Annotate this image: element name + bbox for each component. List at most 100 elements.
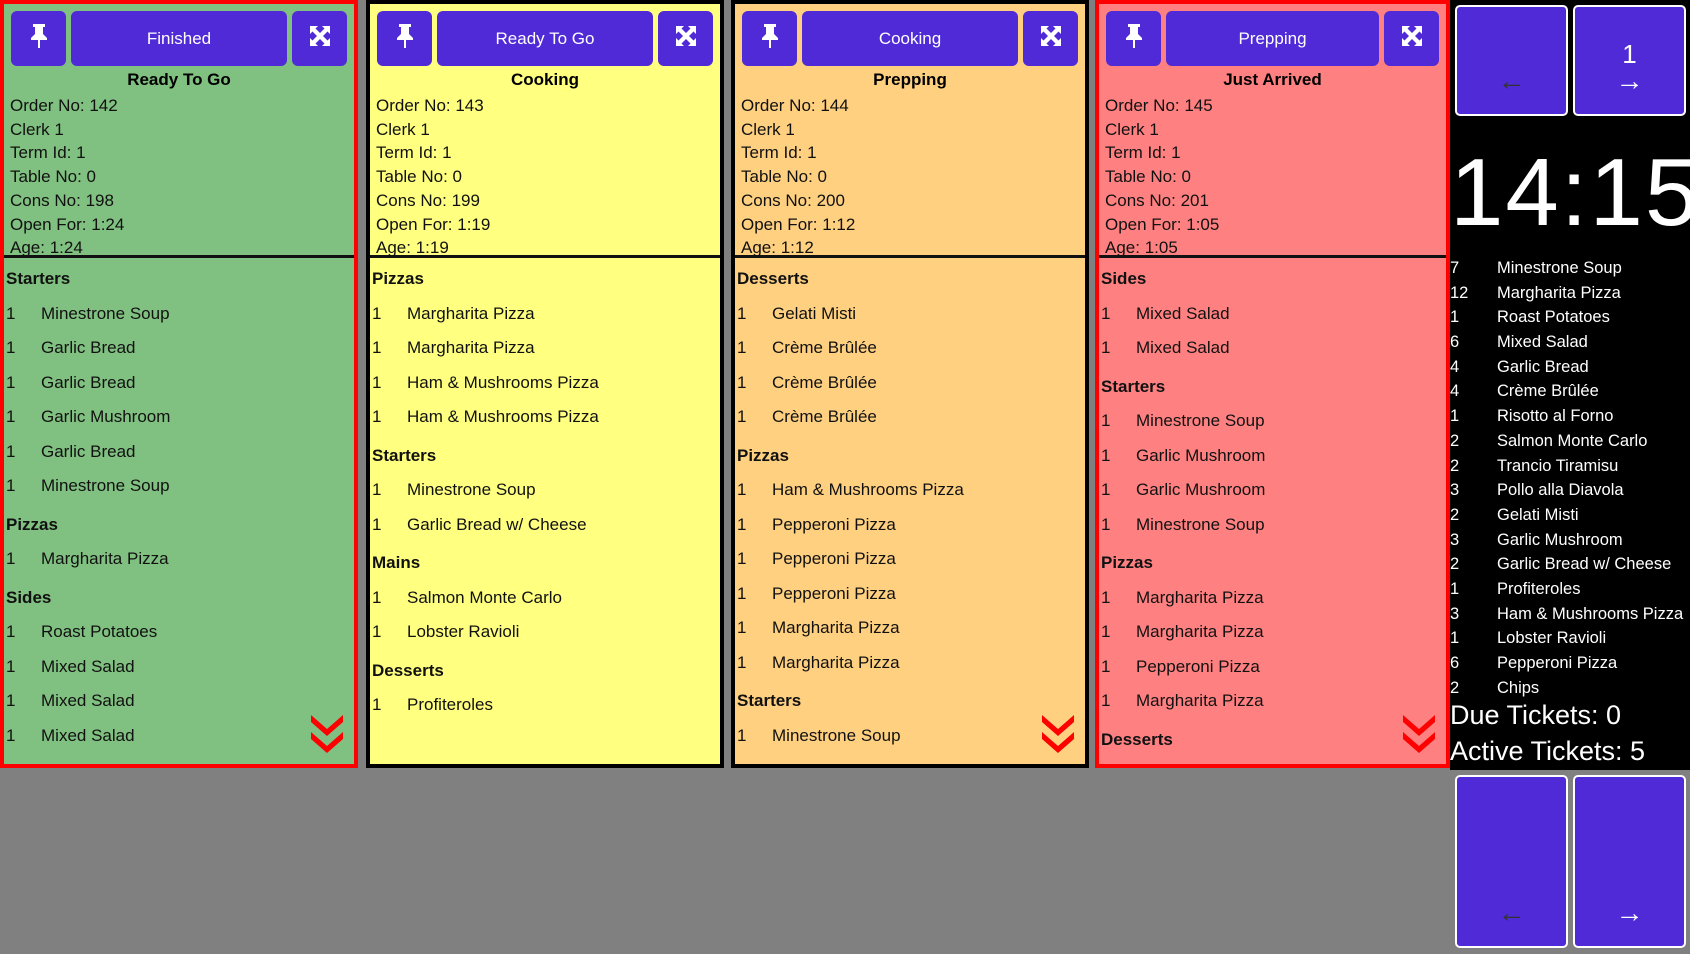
expand-button[interactable] bbox=[292, 11, 347, 66]
summary-name: Trancio Tiramisu bbox=[1497, 456, 1619, 475]
item-qty: 1 bbox=[372, 514, 382, 534]
order-item[interactable]: 1 Roast Potatoes bbox=[4, 615, 354, 650]
order-item[interactable]: 1 Garlic Mushroom bbox=[1099, 439, 1446, 474]
item-name: Garlic Bread w/ Cheese bbox=[407, 514, 587, 534]
ticket-items: Starters 1 Minestrone Soup 1 Garlic Bread 1 Ga… bbox=[4, 258, 354, 764]
bump-status-button[interactable]: Prepping bbox=[1166, 11, 1379, 66]
info-line: Table No: 0 bbox=[1105, 167, 1191, 187]
order-item[interactable]: 1 Crème Brûlée bbox=[735, 400, 1085, 435]
order-item[interactable]: 1 Margharita Pizza bbox=[370, 331, 720, 366]
order-item[interactable]: 1 Minestrone Soup bbox=[4, 469, 354, 504]
expand-icon bbox=[1400, 24, 1424, 53]
order-item[interactable]: 1 Margharita Pizza bbox=[1099, 684, 1446, 719]
item-qty: 1 bbox=[737, 480, 747, 499]
order-item[interactable]: 1 Pepperoni Pizza bbox=[1099, 650, 1446, 685]
order-item[interactable]: 1 Salmon Monte Carlo bbox=[370, 581, 720, 616]
item-qty: 1 bbox=[737, 652, 747, 672]
order-item[interactable]: 1 Garlic Bread bbox=[4, 435, 354, 470]
prev-page-button[interactable]: ← bbox=[1455, 5, 1568, 116]
ticket-card[interactable]: Finished Ready To Go Order No: 142 Clerk … bbox=[0, 0, 358, 768]
bottom-prev-button[interactable]: ← bbox=[1455, 775, 1568, 948]
info-line: Clerk 1 bbox=[741, 119, 795, 139]
expand-button[interactable] bbox=[1384, 11, 1439, 66]
summary-name: Minestrone Soup bbox=[1497, 259, 1622, 277]
order-item[interactable]: 1 Ham & Mushrooms Pizza bbox=[370, 400, 720, 435]
pin-button[interactable] bbox=[11, 11, 66, 66]
order-item[interactable]: 1 Garlic Mushroom bbox=[4, 400, 354, 435]
order-item[interactable]: 1 Margharita Pizza bbox=[4, 542, 354, 577]
item-qty: 1 bbox=[1101, 622, 1111, 641]
expand-button[interactable] bbox=[658, 11, 713, 66]
order-item[interactable]: 1 Margharita Pizza bbox=[735, 646, 1085, 681]
ticket-info: Order No: 144 Clerk 1 Term Id: 1 Table No: … bbox=[741, 94, 855, 260]
order-item[interactable]: 1 Garlic Bread bbox=[4, 331, 354, 366]
category-header: Pizzas bbox=[6, 514, 58, 534]
next-page-button[interactable]: 1 → bbox=[1573, 5, 1686, 116]
ticket-card[interactable]: Ready To Go Cooking Order No: 143 Clerk 1… bbox=[366, 0, 724, 768]
order-item[interactable]: 1 Trancio Tiramisu bbox=[1099, 757, 1446, 764]
order-item[interactable]: 1 Garlic Bread bbox=[4, 366, 354, 401]
info-line: Cons No: 199 bbox=[376, 190, 480, 210]
scroll-down-chevron-icon[interactable] bbox=[1400, 712, 1438, 756]
order-item[interactable]: 1 Gelati Misti bbox=[735, 297, 1085, 332]
expand-button[interactable] bbox=[1023, 11, 1078, 66]
pin-button[interactable] bbox=[1106, 11, 1161, 66]
summary-qty: 1 bbox=[1450, 629, 1460, 648]
order-item[interactable]: 1 Minestrone Soup bbox=[735, 719, 1085, 754]
order-item[interactable]: 1 Mixed Salad bbox=[1099, 331, 1446, 366]
order-item[interactable]: 1 Ham & Mushrooms Pizza bbox=[370, 366, 720, 401]
item-name: Ham & Mushrooms Pizza bbox=[772, 480, 964, 499]
category-header: Mains bbox=[372, 553, 421, 572]
order-item[interactable]: 1 Pepperoni Pizza bbox=[735, 542, 1085, 577]
summary-qty: 3 bbox=[1450, 481, 1460, 500]
order-item[interactable]: 1 Crème Brûlée bbox=[735, 331, 1085, 366]
summary-name: Ham & Mushrooms Pizza bbox=[1497, 604, 1684, 623]
order-item[interactable]: 1 Minestrone Soup bbox=[1099, 508, 1446, 543]
order-item[interactable]: 1 Margharita Pizza bbox=[735, 611, 1085, 646]
order-item[interactable]: 1 Ham & Mushrooms Pizza bbox=[735, 473, 1085, 508]
summary-name: Profiteroles bbox=[1497, 579, 1581, 598]
order-item[interactable]: 1 Crème Brûlée bbox=[735, 366, 1085, 401]
scroll-down-chevron-icon[interactable] bbox=[1039, 712, 1077, 756]
summary-item: 6 Pepperoni Pizza bbox=[1450, 651, 1690, 676]
order-item[interactable]: 1 Minestrone Soup bbox=[370, 473, 720, 508]
bottom-next-button[interactable]: → bbox=[1573, 775, 1686, 948]
order-item[interactable]: 1 Mixed Salad bbox=[1099, 297, 1446, 332]
order-item[interactable]: 1 Garlic Mushroom bbox=[1099, 473, 1446, 508]
pin-button[interactable] bbox=[742, 11, 797, 66]
expand-icon bbox=[674, 24, 698, 53]
info-line: Open For: 1:05 bbox=[1105, 214, 1220, 234]
item-name: Gelati Misti bbox=[772, 303, 857, 323]
bump-status-button[interactable]: Cooking bbox=[802, 11, 1018, 66]
item-name: Mixed Salad bbox=[41, 656, 135, 676]
summary-item: 1 Profiteroles bbox=[1450, 577, 1690, 602]
order-item[interactable]: 1 Lobster Ravioli bbox=[370, 615, 720, 650]
item-qty: 1 bbox=[1101, 338, 1111, 357]
order-item[interactable]: 1 Margharita Pizza bbox=[370, 297, 720, 332]
ticket-card[interactable]: Prepping Just Arrived Order No: 145 Clerk… bbox=[1095, 0, 1450, 768]
order-item[interactable]: 1 Pepperoni Pizza bbox=[735, 508, 1085, 543]
order-item[interactable]: 1 Mixed Salad bbox=[4, 650, 354, 685]
ticket-card[interactable]: Cooking Prepping Order No: 144 Clerk 1 Ter… bbox=[731, 0, 1089, 768]
ticket-items: Sides 1 Mixed Salad 1 Mixed Salad Starters 1 Mi… bbox=[1099, 258, 1446, 764]
order-item[interactable]: 1 Margharita Pizza bbox=[1099, 615, 1446, 650]
category-header: Pizzas bbox=[737, 445, 789, 465]
ticket-info: Order No: 143 Clerk 1 Term Id: 1 Table No: … bbox=[376, 94, 490, 260]
order-item[interactable]: 1 Mixed Salad bbox=[4, 684, 354, 719]
order-item[interactable]: 1 Profiteroles bbox=[370, 688, 720, 723]
summary-name: Gelati Misti bbox=[1497, 505, 1579, 524]
order-item[interactable]: 1 Mixed Salad bbox=[4, 719, 354, 754]
order-item[interactable]: 1 Minestrone Soup bbox=[1099, 404, 1446, 439]
order-item[interactable]: 1 Minestrone Soup bbox=[4, 297, 354, 332]
item-name: Mixed Salad bbox=[41, 691, 135, 710]
info-line: Order No: 144 bbox=[741, 96, 849, 115]
order-item[interactable]: 1 Pepperoni Pizza bbox=[735, 577, 1085, 612]
bump-status-button[interactable]: Ready To Go bbox=[437, 11, 653, 66]
bump-status-button[interactable]: Finished bbox=[71, 11, 287, 66]
item-name: Garlic Bread bbox=[41, 338, 136, 357]
order-item[interactable]: 1 Garlic Bread w/ Cheese bbox=[370, 508, 720, 543]
order-item[interactable]: 1 Margharita Pizza bbox=[1099, 581, 1446, 616]
item-qty: 1 bbox=[6, 549, 16, 568]
pin-button[interactable] bbox=[377, 11, 432, 66]
scroll-down-chevron-icon[interactable] bbox=[308, 712, 346, 756]
